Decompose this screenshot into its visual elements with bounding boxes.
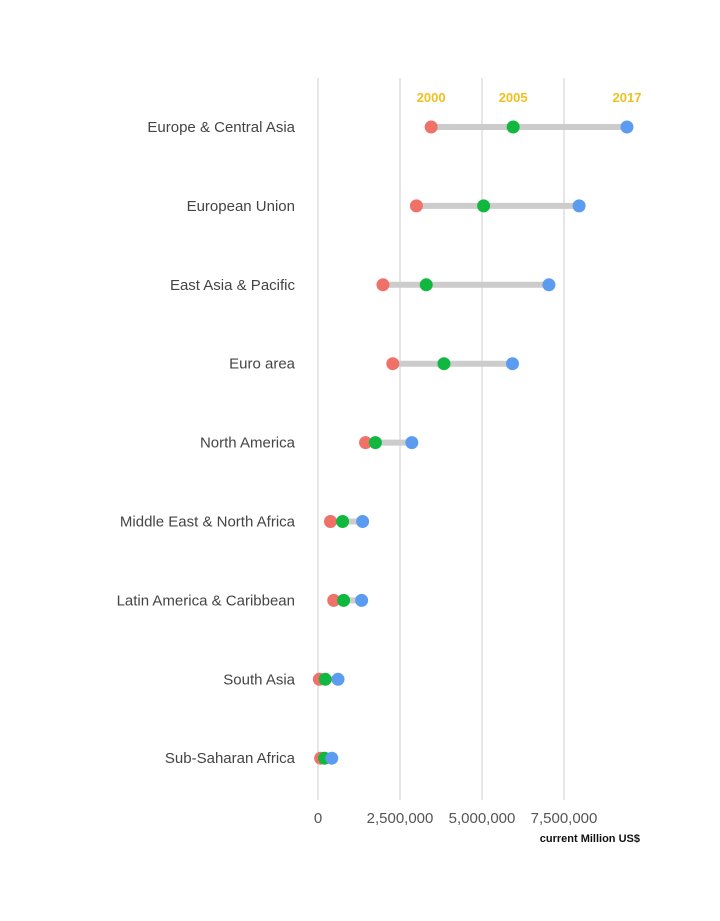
x-tick-label: 2,500,000 [367, 810, 434, 827]
point-2017 [331, 672, 345, 686]
point-2005 [477, 199, 491, 213]
category-label: European Union [187, 198, 295, 215]
point-2017 [325, 751, 339, 765]
category-label: South Asia [223, 671, 295, 688]
point-2005 [437, 357, 451, 371]
point-2005 [368, 436, 382, 450]
point-2017 [620, 120, 634, 134]
x-axis-title: current Million US$ [540, 833, 640, 845]
category-label: Latin America & Caribbean [117, 592, 295, 609]
point-2017 [506, 357, 520, 371]
point-2005 [419, 278, 433, 292]
x-tick-label: 0 [314, 810, 322, 827]
point-2017 [572, 199, 586, 213]
series-labels: 2000 2005 2017 [417, 90, 642, 105]
point-2000 [359, 436, 373, 450]
x-axis-ticks: 0 2,500,000 5,000,000 7,500,000 [314, 810, 598, 827]
series-label-2017: 2017 [613, 90, 642, 105]
gridlines [317, 78, 565, 800]
point-2005 [506, 120, 520, 134]
point-2005 [336, 515, 350, 528]
point-2000 [424, 120, 438, 134]
point-2017 [542, 278, 556, 292]
x-tick-label: 5,000,000 [449, 810, 516, 827]
category-label: Sub-Saharan Africa [165, 750, 296, 767]
point-2000 [409, 199, 423, 213]
category-label: Europe & Central Asia [147, 119, 295, 136]
category-label: East Asia & Pacific [170, 277, 296, 294]
point-2000 [327, 593, 341, 607]
point-2017 [355, 593, 369, 607]
data-points [312, 120, 634, 765]
point-2005 [318, 672, 332, 686]
x-tick-label: 7,500,000 [531, 810, 598, 827]
category-label: Euro area [229, 356, 296, 373]
point-2000 [376, 278, 390, 292]
point-2017 [405, 436, 419, 450]
category-label: North America [200, 435, 296, 452]
category-label: Middle East & North Africa [120, 514, 296, 531]
series-label-2005: 2005 [499, 90, 528, 105]
point-2000 [386, 357, 400, 371]
point-2005 [337, 593, 351, 607]
category-labels: Europe & Central Asia European Union East … [117, 119, 296, 767]
point-2000 [323, 515, 337, 528]
point-2017 [356, 515, 370, 528]
series-label-2000: 2000 [417, 90, 446, 105]
